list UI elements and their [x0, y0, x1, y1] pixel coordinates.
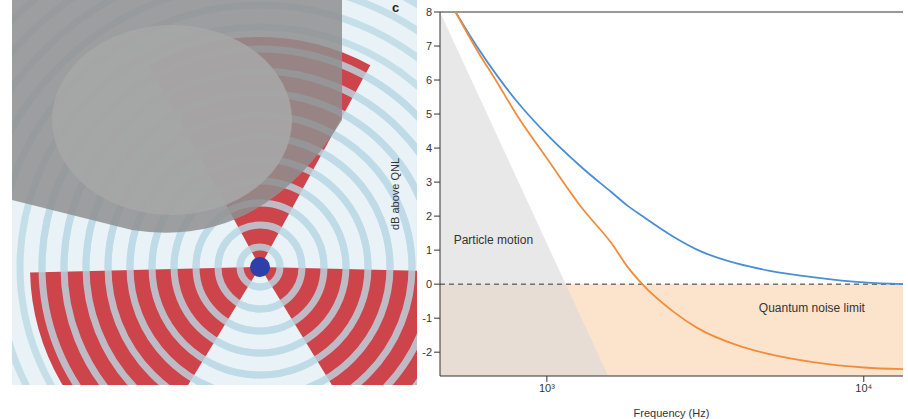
svg-text:10⁴: 10⁴ [855, 382, 872, 394]
svg-text:Particle motion: Particle motion [454, 233, 533, 247]
svg-text:dB above QNL: dB above QNL [389, 158, 401, 230]
svg-text:3: 3 [426, 176, 432, 188]
svg-text:-2: -2 [422, 346, 432, 358]
svg-text:2: 2 [426, 210, 432, 222]
svg-text:8: 8 [426, 6, 432, 18]
svg-text:10³: 10³ [539, 382, 555, 394]
svg-text:7: 7 [426, 40, 432, 52]
svg-text:-1: -1 [422, 312, 432, 324]
svg-text:6: 6 [426, 74, 432, 86]
svg-text:1: 1 [426, 244, 432, 256]
svg-text:0: 0 [426, 278, 432, 290]
svg-text:5: 5 [426, 108, 432, 120]
svg-text:4: 4 [426, 142, 432, 154]
html-text:c: c [392, 0, 400, 15]
svg-text:Quantum noise limit: Quantum noise limit [759, 301, 866, 315]
svg-text:Frequency (Hz): Frequency (Hz) [634, 407, 710, 419]
